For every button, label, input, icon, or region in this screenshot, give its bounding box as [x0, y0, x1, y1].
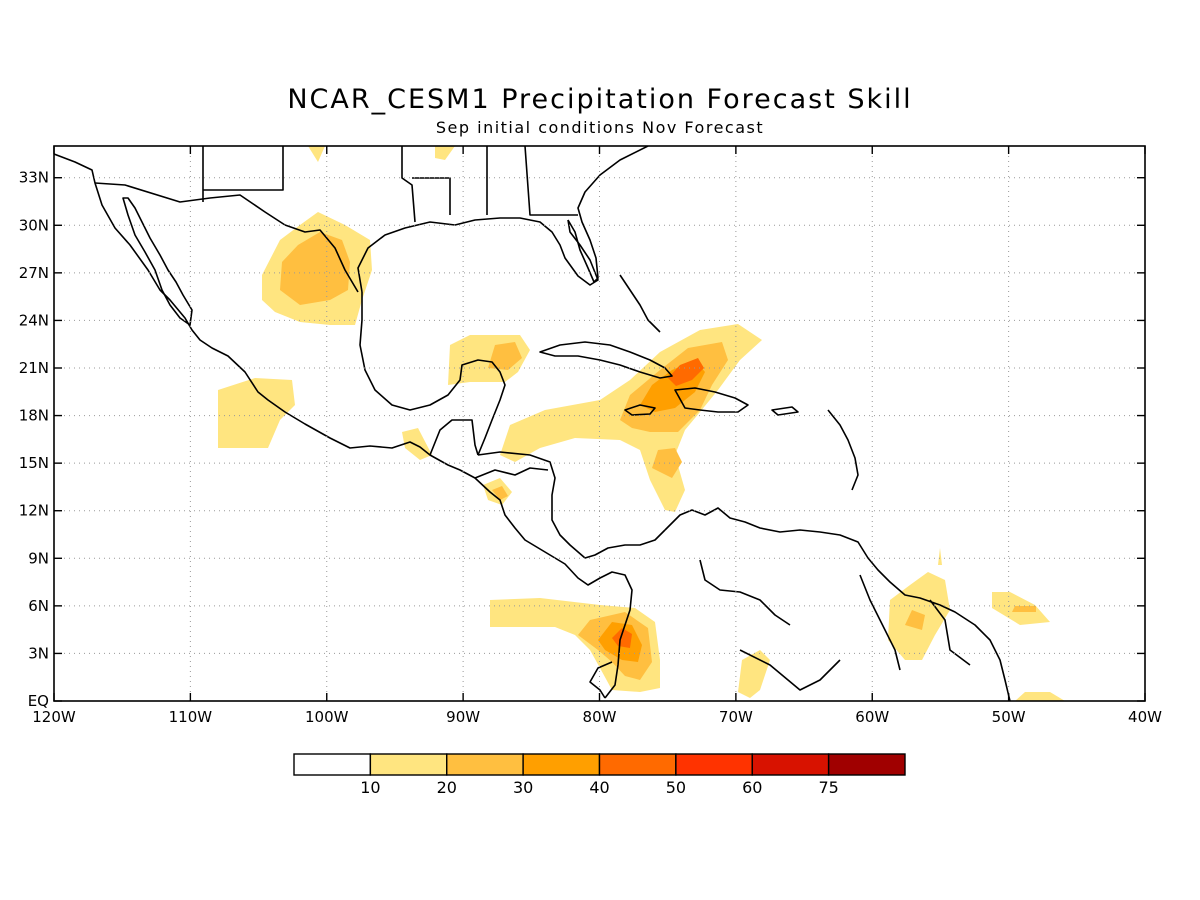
y-axis-labels: EQ 3N 6N 9N 12N 15N 18N 21N 24N 27N 30N 33N [19, 169, 49, 710]
colorbar: 10 20 30 40 50 60 75 [293, 753, 906, 797]
y-tick-label: 33N [19, 169, 49, 187]
border-us-states-6 [524, 146, 578, 216]
y-tick-label: 21N [19, 359, 49, 377]
skill-region-north-mexico-core [280, 232, 350, 305]
y-tick-label: 9N [28, 549, 49, 567]
map-title: NCAR_CESM1 Precipitation Forecast Skill [287, 84, 913, 115]
colorbar-label: 40 [589, 778, 609, 797]
coast-hispaniola [674, 387, 749, 413]
y-tick-label: 24N [19, 311, 49, 329]
colorbar-swatch [827, 753, 906, 776]
coast-south-america-north [664, 507, 1011, 701]
coast-bahamas [619, 274, 661, 333]
x-tick-label: 40W [1128, 708, 1162, 726]
border-guianas [929, 599, 971, 666]
colorbar-label: 20 [437, 778, 457, 797]
skill-region-top-mid [435, 146, 455, 160]
coast-central-america-caribbean [477, 451, 666, 559]
skill-region-hispaniola-peak [668, 358, 704, 386]
coast-jamaica [624, 404, 656, 416]
y-tick-label: 27N [19, 264, 49, 282]
colorbar-label: 75 [818, 778, 838, 797]
x-tick-label: 80W [583, 708, 617, 726]
y-tick-label: EQ [28, 692, 49, 710]
colorbar-swatch [751, 753, 830, 776]
x-tick-label: 70W [719, 708, 753, 726]
border-us-states-3 [401, 146, 416, 223]
border-us-states-4 [412, 177, 451, 215]
axis-ticks [53, 146, 1146, 702]
x-tick-label: 90W [446, 708, 480, 726]
colorbar-swatch [598, 753, 677, 776]
map-subtitle: Sep initial conditions Nov Forecast [435, 118, 765, 137]
x-axis-labels: 120W 110W 100W 90W 80W 70W 60W 50W 40W [32, 708, 1162, 726]
border-mexico-guatemala [429, 419, 479, 456]
x-tick-label: 120W [32, 708, 76, 726]
colorbar-swatch [369, 753, 448, 776]
y-tick-label: 3N [28, 644, 49, 662]
coast-florida [567, 146, 649, 283]
colorbar-swatch [446, 753, 524, 776]
skill-region-colombia-peak [612, 628, 632, 648]
x-tick-label: 60W [855, 708, 889, 726]
colorbar-label: 10 [360, 778, 380, 797]
y-tick-label: 6N [28, 597, 49, 615]
y-tick-label: 30N [19, 216, 49, 234]
coast-colombia-pacific [589, 661, 613, 699]
skill-region-top-left [308, 146, 325, 162]
colorbar-label: 50 [666, 778, 686, 797]
coast-mexico-pacific [54, 153, 633, 699]
skill-region-tehuantepec [402, 428, 432, 460]
skill-region-guianas-core [905, 610, 925, 630]
graticule [54, 146, 1145, 701]
colorbar-swatch [522, 753, 601, 776]
y-tick-label: 18N [19, 407, 49, 425]
coast-gulf-mexico [357, 217, 599, 293]
colorbar-swatch [675, 753, 753, 776]
skill-shading [218, 146, 1065, 701]
skill-region-yucatan-core [488, 342, 522, 370]
skill-region-caribbean-south-core [652, 448, 682, 478]
border-colombia-venezuela [699, 559, 791, 626]
skill-region-pacific-mexico [218, 378, 295, 448]
y-tick-label: 15N [19, 454, 49, 472]
x-tick-label: 110W [169, 708, 213, 726]
x-tick-label: 100W [305, 708, 349, 726]
colorbar-swatch [293, 753, 372, 776]
coast-baja [122, 197, 193, 326]
coast-lesser-antilles [827, 409, 859, 491]
x-tick-label: 50W [992, 708, 1026, 726]
border-us-mexico [94, 182, 359, 293]
skill-region-east-sliver [938, 548, 942, 565]
skill-region-amazon [1015, 692, 1065, 701]
coast-cuba [539, 341, 673, 379]
border-south-america-interior [739, 649, 841, 691]
skill-region-gulf-fonseca-core [492, 486, 508, 500]
colorbar-label: 30 [513, 778, 533, 797]
border-us-states-2 [203, 146, 284, 191]
coast-mexico-gulf [359, 292, 506, 456]
skill-region-atlantic-east-core [1012, 606, 1036, 612]
coast-puerto-rico [771, 406, 799, 416]
coastlines [54, 146, 1011, 701]
skill-region-venezuela-south [738, 650, 770, 698]
colorbar-label: 60 [742, 778, 762, 797]
y-tick-label: 12N [19, 502, 49, 520]
border-venezuela-guyana [859, 574, 901, 671]
border-central-america [474, 467, 549, 479]
